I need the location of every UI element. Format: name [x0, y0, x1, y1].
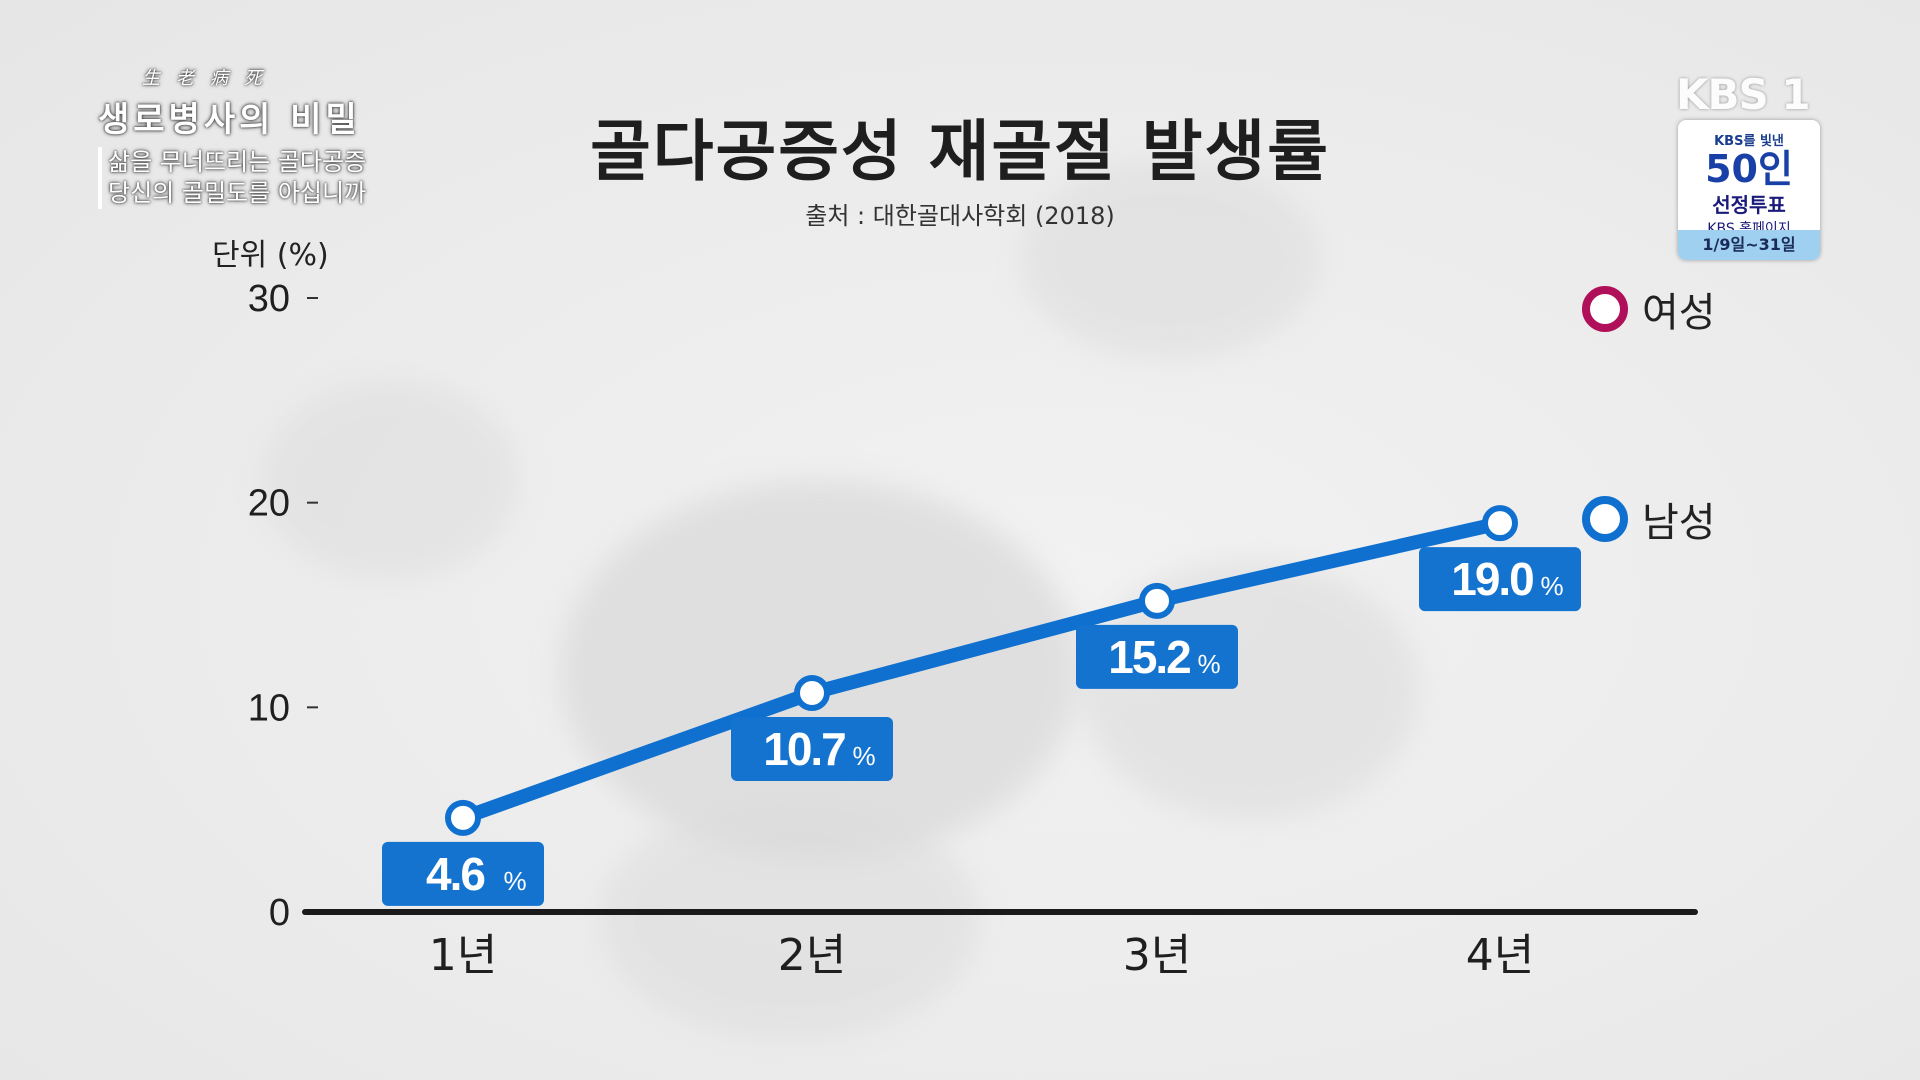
data-label-unit: % — [852, 741, 875, 771]
x-tick-label: 1년 — [429, 930, 497, 981]
legend-female-label: 여성 — [1642, 290, 1716, 336]
program-logo: 生老病死 생로병사의 비밀 삶을 무너뜨리는 골다공증 당신의 골밀도를 아십니… — [98, 64, 418, 209]
y-tick-label: 20 — [248, 483, 290, 525]
program-name: 생로병사의 비밀 — [98, 100, 361, 140]
x-tick-label: 4년 — [1466, 930, 1534, 981]
legend-female-marker-icon — [1582, 286, 1628, 332]
data-point — [445, 799, 481, 836]
program-subtitle-line2: 당신의 골밀도를 아십니까 — [108, 179, 367, 207]
data-label-box — [1076, 624, 1238, 689]
x-tick-label: 3년 — [1123, 930, 1191, 981]
data-label-value: 19.0 — [1451, 553, 1533, 605]
series-line-남성 — [456, 516, 1507, 825]
promo-line5: 1/9일~31일 — [1678, 230, 1820, 260]
data-label-box — [731, 717, 893, 782]
data-label-value: 4.6 — [426, 848, 484, 900]
y-tick-label: 10 — [248, 687, 290, 729]
promo-line2: 50인 — [1705, 147, 1793, 191]
promo-badge: KBS를 빛낸 50인 선정투표 KBS 홈페이지 1/9일~31일 — [1678, 120, 1820, 260]
x-tick-label: 2년 — [778, 930, 846, 981]
y-tick-label: 30 — [248, 278, 290, 320]
data-label-unit: % — [1197, 649, 1220, 679]
promo-line3: 선정투표 — [1712, 193, 1786, 217]
promo-line1: KBS를 빛낸 — [1714, 134, 1784, 149]
data-point — [1482, 505, 1518, 542]
chart-source: 출처 : 대한골대사학회 (2018) — [805, 202, 1115, 230]
data-label: 15.2% — [1076, 624, 1238, 689]
program-subtitle: 삶을 무너뜨리는 골다공증 당신의 골밀도를 아십니까 — [98, 147, 418, 209]
legend-item-male: 남성 — [1582, 490, 1716, 548]
legend-male-label: 남성 — [1642, 500, 1716, 546]
data-point — [794, 675, 830, 712]
program-subtitle-line1: 삶을 무너뜨리는 골다공증 — [108, 148, 367, 176]
legend-male-marker-icon — [1582, 496, 1628, 542]
data-label-value: 10.7 — [763, 723, 845, 775]
channel-logo: KBS 1 — [1676, 70, 1811, 119]
y-tick-label: 0 — [269, 892, 290, 934]
data-label-box — [382, 841, 544, 906]
data-label: 10.7% — [731, 717, 893, 782]
data-label: 19.0% — [1419, 547, 1581, 612]
unit-label: 단위 (%) — [212, 238, 329, 273]
chart-title: 골다공증성 재골절 발생률 — [590, 113, 1330, 190]
data-point — [1139, 582, 1175, 619]
program-hanja: 生老病死 — [142, 68, 278, 89]
data-label-unit: % — [503, 866, 526, 896]
data-label-box — [1419, 547, 1581, 612]
data-label-value: 15.2 — [1108, 631, 1190, 683]
data-label-unit: % — [1540, 571, 1563, 601]
data-label: 4.6% — [382, 841, 544, 906]
legend-item-female: 여성 — [1582, 280, 1716, 338]
